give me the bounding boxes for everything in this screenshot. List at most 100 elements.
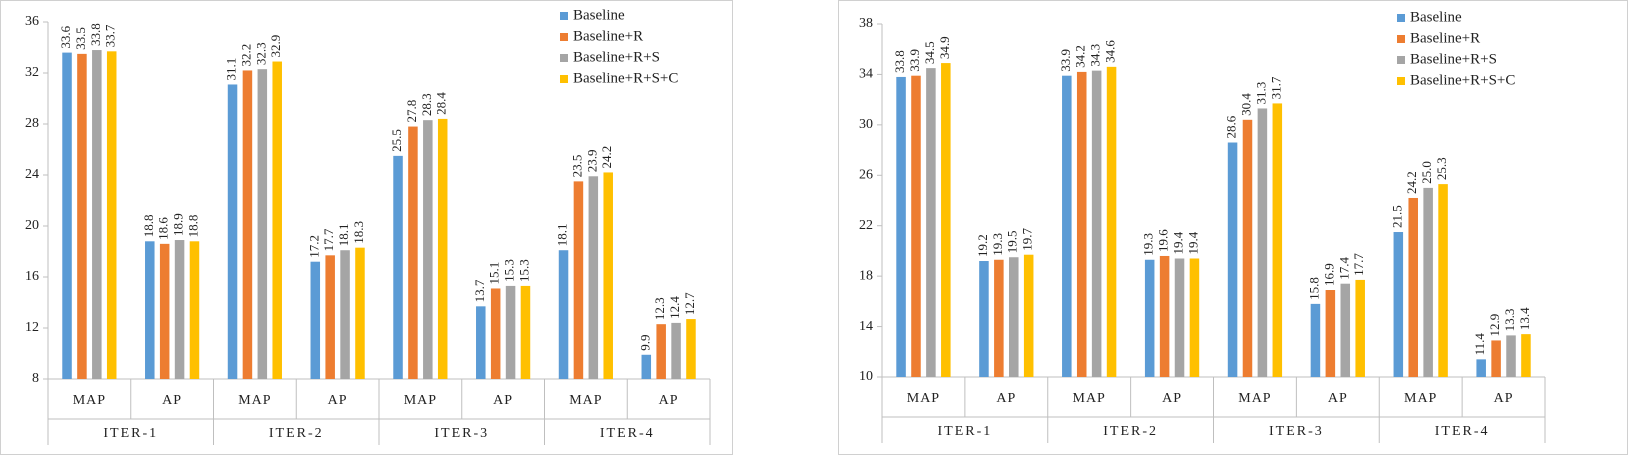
bar: [1009, 257, 1019, 377]
value-label: 25.0: [1419, 161, 1434, 184]
value-label: 18.1: [555, 223, 570, 246]
group-label: ITER-1: [103, 426, 158, 441]
bar: [408, 126, 418, 379]
value-label: 28.4: [434, 92, 449, 115]
group-label: ITER-4: [600, 426, 655, 441]
value-label: 13.4: [1517, 307, 1532, 330]
value-label: 15.3: [516, 259, 531, 282]
y-tick-label: 24: [25, 167, 39, 182]
value-label: 19.4: [1185, 231, 1200, 254]
value-label: 28.3: [419, 93, 434, 116]
bar: [92, 50, 102, 380]
bar: [189, 241, 200, 379]
legend-label: Baseline+R+S: [1410, 51, 1497, 67]
value-label: 18.1: [336, 223, 351, 246]
y-tick-label: 38: [859, 16, 873, 31]
value-label: 33.7: [103, 24, 118, 47]
x-tick-label: AP: [1494, 391, 1514, 406]
value-label: 12.4: [667, 296, 682, 319]
bar: [1491, 340, 1501, 377]
value-label: 19.5: [1005, 230, 1020, 253]
bar: [174, 240, 185, 379]
group-label: ITER-1: [937, 424, 992, 439]
bar: [310, 261, 321, 379]
bar: [1521, 334, 1531, 377]
legend-label: Baseline+R+S: [573, 49, 660, 65]
x-tick-label: MAP: [569, 393, 602, 408]
bar: [588, 176, 599, 379]
bar: [1257, 108, 1268, 377]
bar: [325, 255, 335, 379]
value-label: 19.3: [1141, 233, 1156, 256]
bar: [159, 243, 170, 379]
x-tick-label: MAP: [1073, 391, 1106, 406]
value-label: 12.3: [652, 297, 667, 320]
bar: [1310, 303, 1321, 377]
value-label: 23.5: [569, 155, 584, 178]
bar: [1355, 279, 1365, 377]
bar: [476, 306, 486, 379]
bar: [1189, 258, 1200, 377]
bar: [941, 63, 951, 377]
x-tick-label: MAP: [73, 393, 106, 408]
value-label: 18.9: [171, 213, 186, 236]
bar: [911, 75, 921, 378]
value-label: 12.7: [682, 292, 697, 315]
value-label: 17.7: [1351, 253, 1366, 276]
bar: [926, 68, 936, 377]
x-tick-label: MAP: [1404, 391, 1437, 406]
group-label: ITER-2: [269, 426, 324, 441]
value-label: 34.3: [1088, 44, 1103, 67]
value-label: 16.9: [1321, 263, 1336, 286]
y-tick-label: 18: [859, 268, 873, 283]
bar: [355, 247, 365, 379]
value-label: 12.9: [1487, 314, 1502, 337]
legend-label: Baseline: [1410, 9, 1462, 25]
bar: [1423, 187, 1433, 377]
value-label: 19.4: [1171, 231, 1186, 254]
bar: [558, 250, 569, 379]
value-label: 13.7: [472, 279, 487, 302]
y-tick-label: 10: [859, 369, 873, 384]
legend-swatch: [560, 75, 568, 83]
legend-label: Baseline: [573, 7, 625, 23]
value-label: 23.9: [584, 150, 599, 173]
bar: [1242, 119, 1253, 378]
x-tick-label: MAP: [238, 393, 271, 408]
value-label: 17.2: [306, 235, 321, 258]
bar: [1091, 70, 1102, 378]
value-label: 15.3: [502, 259, 517, 282]
value-label: 25.3: [1434, 157, 1449, 180]
bar: [227, 84, 238, 379]
value-label: 25.5: [389, 129, 404, 152]
y-tick-label: 32: [25, 65, 39, 80]
legend-label: Baseline+R+S+C: [1410, 72, 1515, 88]
y-tick-label: 22: [859, 218, 873, 233]
value-label: 24.2: [1404, 171, 1419, 194]
value-label: 34.6: [1103, 40, 1118, 63]
group-label: ITER-2: [1103, 424, 1158, 439]
bar: [896, 76, 906, 377]
x-tick-label: AP: [1328, 391, 1348, 406]
bar: [1340, 283, 1351, 377]
value-label: 15.1: [487, 262, 502, 285]
value-label: 34.5: [922, 41, 937, 64]
value-label: 33.8: [892, 50, 907, 73]
value-label: 9.9: [637, 335, 652, 351]
bar: [1438, 184, 1448, 377]
value-label: 19.3: [990, 233, 1005, 256]
bar: [1227, 142, 1238, 377]
value-label: 33.8: [88, 23, 103, 46]
y-tick-label: 26: [859, 168, 873, 183]
y-tick-label: 16: [25, 269, 39, 284]
value-label: 33.6: [58, 25, 73, 48]
bar: [1476, 359, 1486, 377]
legend-swatch: [1397, 77, 1405, 85]
value-label: 11.4: [1472, 333, 1487, 356]
bar: [505, 285, 516, 379]
value-label: 30.4: [1238, 93, 1253, 116]
value-label: 32.3: [253, 42, 268, 65]
value-label: 18.8: [141, 215, 156, 238]
